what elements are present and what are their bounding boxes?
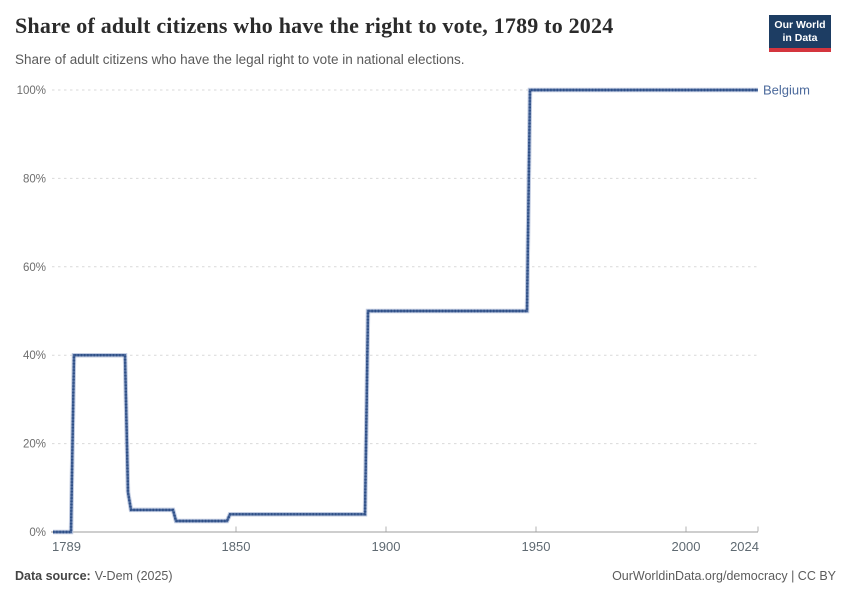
owid-license-link[interactable]: OurWorldinData.org/democracy | CC BY: [612, 569, 836, 583]
x-axis-tick-label: 1850: [222, 539, 251, 554]
y-axis-tick-label: 80%: [23, 173, 46, 185]
chart-subtitle: Share of adult citizens who have the leg…: [15, 52, 465, 67]
x-axis-tick-label: 1900: [372, 539, 401, 554]
y-axis-tick-label: 100%: [17, 85, 46, 97]
x-axis-tick-label: 2000: [672, 539, 701, 554]
data-source-label: Data source:: [15, 569, 91, 583]
owid-logo-line2: in Data: [782, 32, 818, 45]
series-label-belgium[interactable]: Belgium: [763, 83, 810, 98]
y-axis-tick-label: 0%: [29, 527, 46, 539]
owid-logo-line1: Our World: [774, 19, 826, 31]
data-source: Data source: V-Dem (2025): [15, 569, 173, 583]
y-axis-tick-label: 60%: [23, 262, 46, 274]
y-axis-tick-label: 40%: [23, 350, 46, 362]
series-line[interactable]: [53, 88, 758, 534]
chart-footer: Data source: V-Dem (2025) OurWorldinData.…: [15, 569, 836, 583]
page-title: Share of adult citizens who have the rig…: [15, 13, 614, 38]
series-line-markers: [53, 88, 758, 534]
x-axis-tick-label: 1950: [522, 539, 551, 554]
y-axis-tick-label: 20%: [23, 439, 46, 451]
x-axis-tick-label: 2024: [730, 539, 759, 554]
data-source-value: V-Dem (2025): [94, 569, 173, 583]
owid-logo[interactable]: Our World in Data: [769, 15, 831, 53]
x-axis-tick-label: 1789: [52, 539, 81, 554]
